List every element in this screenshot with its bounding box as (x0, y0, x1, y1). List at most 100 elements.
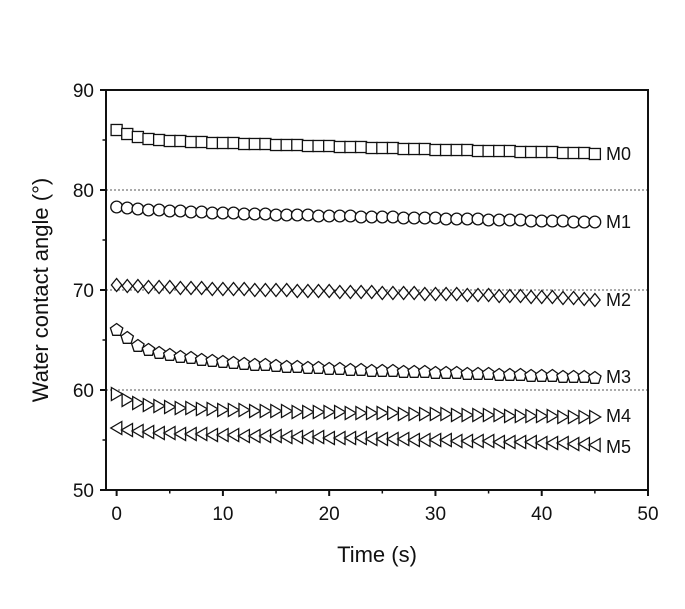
data-point-m2 (110, 277, 123, 293)
data-point-m0 (259, 137, 272, 151)
data-point-m2 (450, 286, 463, 302)
data-point-m1 (205, 206, 219, 220)
data-point-m4 (270, 403, 284, 419)
data-point-m2 (248, 282, 261, 298)
data-point-m3 (226, 355, 241, 369)
data-point-m1 (439, 212, 453, 226)
data-point-m1 (195, 205, 209, 219)
data-point-m0 (482, 144, 495, 158)
series-label-m2: M2 (606, 290, 631, 310)
data-markers (109, 123, 602, 453)
data-point-m4 (376, 405, 390, 421)
data-point-m0 (439, 143, 453, 157)
data-point-m4 (482, 407, 496, 423)
data-point-m1 (227, 206, 241, 220)
data-point-m0 (418, 142, 431, 156)
data-point-m0 (248, 137, 261, 151)
data-point-m0 (312, 139, 325, 153)
data-point-m5 (481, 433, 495, 449)
data-point-m3 (354, 362, 368, 376)
data-point-m5 (353, 430, 367, 446)
x-axis-ticks: 0 10 20 30 40 50 (111, 490, 659, 525)
data-point-m2 (153, 279, 166, 295)
data-point-m2 (578, 291, 591, 307)
data-point-m0 (354, 140, 368, 154)
data-point-m1 (142, 203, 156, 217)
data-point-m0 (546, 145, 559, 159)
data-point-m1 (407, 211, 421, 225)
data-point-m2 (471, 287, 485, 303)
data-point-m4 (323, 404, 337, 420)
series-m3 (109, 322, 602, 384)
series-m0 (110, 123, 602, 161)
data-point-m0 (397, 142, 410, 156)
data-point-m1 (386, 210, 400, 224)
data-point-m2 (312, 283, 325, 299)
data-point-m1 (577, 215, 591, 229)
data-point-m1 (258, 207, 272, 221)
series-label-m0: M0 (606, 144, 631, 164)
data-point-m2 (525, 289, 538, 305)
data-point-m3 (109, 322, 124, 336)
data-point-m2 (386, 285, 399, 301)
data-point-m2 (535, 289, 548, 305)
data-point-m4 (163, 399, 177, 415)
data-point-m0 (567, 146, 580, 160)
data-point-m5 (109, 420, 123, 436)
data-point-m0 (206, 136, 219, 150)
data-point-m0 (535, 145, 548, 159)
data-point-m2 (546, 289, 559, 305)
data-point-m0 (524, 145, 538, 159)
data-point-m3 (545, 368, 560, 382)
data-point-m1 (524, 214, 538, 228)
data-point-m0 (493, 144, 506, 158)
data-point-m5 (555, 435, 569, 451)
data-point-m2 (131, 278, 144, 294)
data-point-m3 (184, 350, 198, 364)
data-point-m3 (258, 357, 273, 371)
data-point-m1 (301, 208, 315, 222)
data-point-m2 (291, 283, 304, 299)
data-point-m1 (152, 203, 166, 217)
x-tick-label: 20 (319, 504, 340, 525)
data-point-m4 (567, 409, 581, 425)
data-point-m1 (120, 201, 134, 215)
data-point-m5 (523, 434, 537, 450)
series-label-m4: M4 (606, 406, 631, 426)
data-point-m3 (577, 369, 592, 383)
data-point-m5 (438, 432, 452, 448)
data-point-m4 (344, 405, 358, 421)
data-point-m0 (184, 135, 198, 149)
data-point-m3 (449, 365, 464, 379)
data-point-m3 (205, 353, 220, 367)
x-tick-label: 50 (637, 504, 658, 525)
data-point-m2 (503, 288, 516, 304)
data-point-m0 (131, 130, 145, 144)
data-point-m0 (323, 139, 336, 153)
data-point-m2 (121, 278, 134, 294)
data-point-m4 (291, 404, 305, 420)
y-axis-title: Water contact angle (°) (28, 178, 53, 402)
data-point-m0 (280, 138, 293, 152)
data-point-m5 (587, 437, 601, 453)
series-m2 (110, 277, 601, 308)
data-point-m0 (333, 140, 346, 154)
data-point-m2 (556, 290, 570, 306)
data-point-m0 (227, 136, 240, 150)
data-point-m1 (322, 209, 336, 223)
data-point-m4 (589, 409, 602, 425)
y-tick-label: 50 (73, 481, 94, 502)
data-point-m2 (142, 279, 155, 295)
data-point-m2 (269, 282, 283, 298)
data-point-m0 (503, 144, 517, 158)
data-point-m1 (503, 213, 517, 227)
data-point-m4 (355, 405, 369, 421)
data-point-m3 (141, 342, 156, 356)
x-tick-label: 40 (531, 504, 552, 525)
data-point-m4 (397, 406, 411, 422)
data-point-m1 (173, 204, 187, 218)
data-point-m2 (461, 287, 474, 303)
data-point-m0 (450, 143, 463, 157)
data-point-m3 (162, 347, 177, 361)
